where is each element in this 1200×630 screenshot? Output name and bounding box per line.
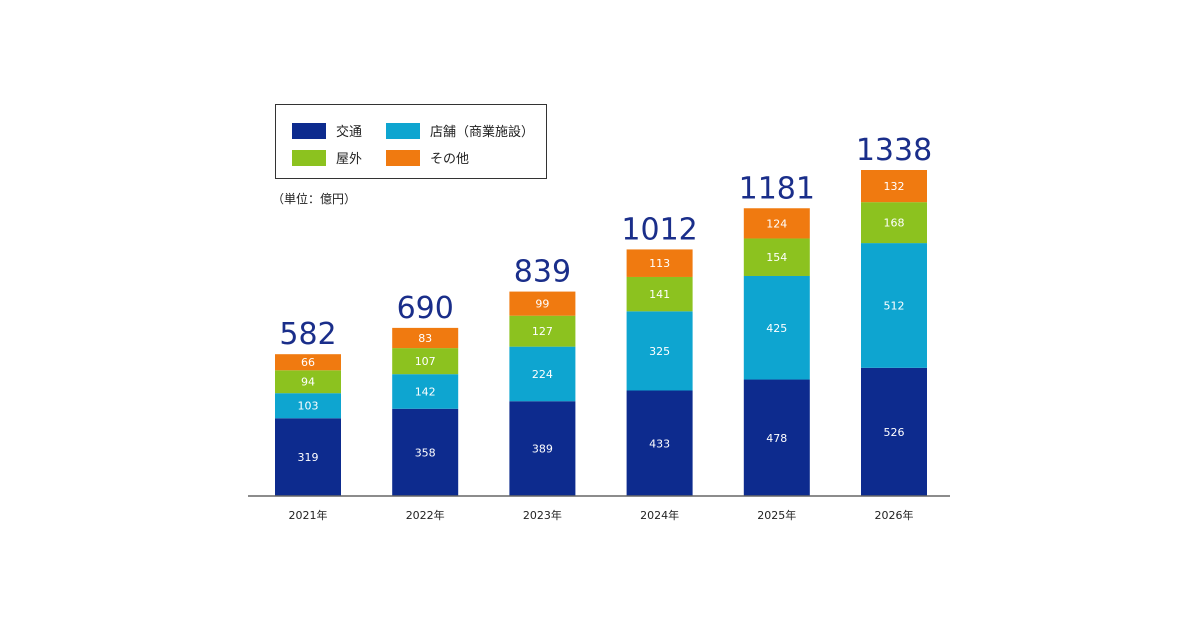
data-label-other: 124 xyxy=(766,217,787,230)
data-label-store: 425 xyxy=(766,322,787,335)
legend-item-other: その他 xyxy=(386,148,469,167)
legend-item-store: 店舗（商業施設） xyxy=(386,121,534,140)
data-label-transport: 319 xyxy=(298,451,319,464)
x-tick-label: 2023年 xyxy=(523,508,562,522)
legend-item-outdoor: 屋外 xyxy=(292,148,362,167)
total-label: 690 xyxy=(397,291,454,326)
bar-segment-other xyxy=(509,291,576,316)
bar-segment-transport xyxy=(626,390,693,496)
bar-segment-store xyxy=(509,346,576,402)
x-tick-label: 2021年 xyxy=(289,508,328,522)
data-label-transport: 389 xyxy=(532,443,553,456)
legend-swatch-transport xyxy=(292,122,326,139)
data-label-store: 224 xyxy=(532,368,553,381)
total-label: 1181 xyxy=(739,171,815,206)
bar-segment-store xyxy=(392,374,459,409)
bar-segment-store xyxy=(861,243,927,368)
bar-segment-other xyxy=(743,208,810,239)
legend-item-transport: 交通 xyxy=(292,121,362,140)
data-label-other: 99 xyxy=(535,298,549,311)
legend-swatch-outdoor xyxy=(292,149,326,166)
bars-group: 319 103 94 66 358 142 107 83 389 224 127 99 433 325 14… xyxy=(275,170,927,496)
data-label-transport: 478 xyxy=(766,432,787,445)
data-label-outdoor: 107 xyxy=(415,355,436,368)
bar-segment-outdoor xyxy=(275,370,341,394)
bar-segment-store xyxy=(626,311,693,391)
bar-segment-transport xyxy=(392,408,459,496)
data-label-outdoor: 94 xyxy=(301,376,315,389)
data-label-store: 325 xyxy=(649,345,670,358)
x-tick-labels: 2021年 2022年 2023年 2024年 2025年 2026年 xyxy=(289,508,914,522)
x-tick-label: 2022年 xyxy=(406,508,445,522)
data-label-transport: 358 xyxy=(415,446,436,459)
bar-segment-transport xyxy=(275,418,341,496)
legend-swatch-other xyxy=(386,149,420,166)
data-label-outdoor: 127 xyxy=(532,325,553,338)
data-label-other: 113 xyxy=(649,257,670,270)
x-tick-label: 2024年 xyxy=(640,508,679,522)
bar-segment-transport xyxy=(743,379,810,496)
bar-segment-other xyxy=(392,327,459,349)
data-label-outdoor: 141 xyxy=(649,288,670,301)
data-label-outdoor: 154 xyxy=(766,251,787,264)
data-label-other: 66 xyxy=(301,356,315,369)
total-label: 1338 xyxy=(856,133,932,168)
bar-segment-outdoor xyxy=(626,276,693,312)
bar-segment-store xyxy=(275,393,341,419)
data-label-outdoor: 168 xyxy=(884,217,905,230)
bar-segment-store xyxy=(743,275,810,380)
bar-segment-other xyxy=(861,170,927,203)
bar-segment-other xyxy=(275,354,341,371)
total-label: 582 xyxy=(279,317,336,352)
unit-label: （単位：億円） xyxy=(272,192,357,206)
legend-label-transport: 交通 xyxy=(336,125,363,140)
x-tick-label: 2025年 xyxy=(757,508,796,522)
bar-segment-transport xyxy=(861,367,927,496)
x-tick-label: 2026年 xyxy=(875,508,914,522)
legend-swatch-store xyxy=(386,122,420,139)
legend: 交通 店舗（商業施設） 屋外 その他 xyxy=(275,104,547,179)
data-label-transport: 433 xyxy=(649,437,670,450)
bar-segment-outdoor xyxy=(743,238,810,276)
data-label-store: 103 xyxy=(298,400,319,413)
data-label-store: 512 xyxy=(884,299,905,312)
data-label-transport: 526 xyxy=(884,426,905,439)
data-label-store: 142 xyxy=(415,385,436,398)
legend-label-outdoor: 屋外 xyxy=(336,152,363,167)
bar-segment-outdoor xyxy=(861,202,927,244)
bar-segment-outdoor xyxy=(392,348,459,375)
total-label: 1012 xyxy=(621,212,697,247)
legend-label-other: その他 xyxy=(430,152,470,167)
data-label-other: 83 xyxy=(418,332,432,345)
data-label-other: 132 xyxy=(884,180,905,193)
legend-label-store: 店舗（商業施設） xyxy=(430,125,535,140)
total-label: 839 xyxy=(514,255,571,290)
bar-segment-transport xyxy=(509,401,576,496)
totals-group: 582 690 839 1012 1181 1338 xyxy=(279,133,932,352)
bar-segment-other xyxy=(626,249,693,277)
bar-segment-outdoor xyxy=(509,315,576,347)
